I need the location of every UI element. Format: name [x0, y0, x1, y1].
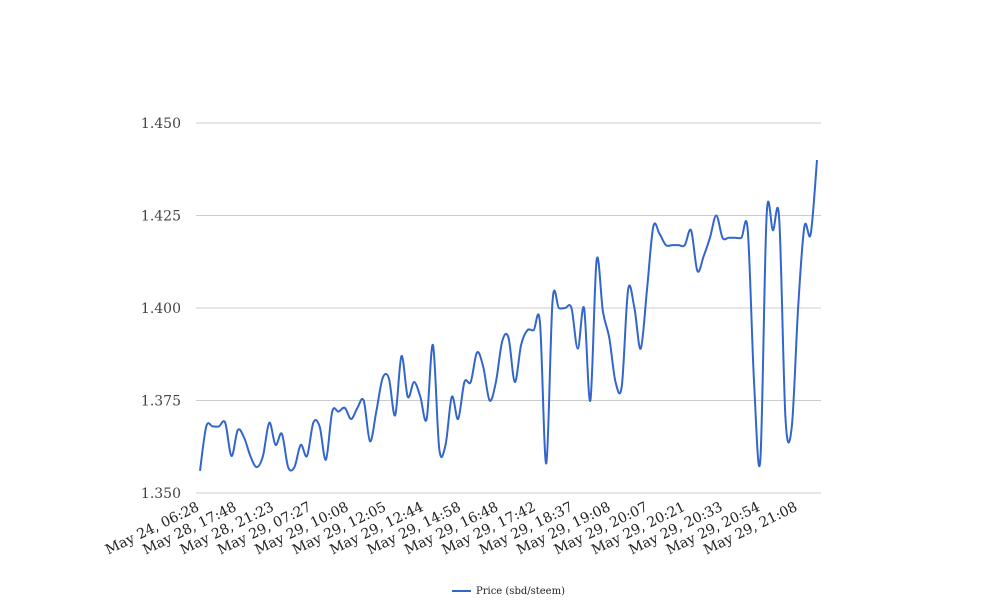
y-tick-label: 1.400: [141, 301, 181, 317]
y-tick-label: 1.425: [141, 209, 181, 225]
y-axis-tick-labels: 1.350 1.375 1.400 1.425 1.450: [141, 116, 181, 502]
series-line-price: [199, 159, 818, 472]
legend: Price (sbd/steem): [452, 586, 565, 597]
legend-label-price: Price (sbd/steem): [476, 586, 565, 597]
y-tick-label: 1.350: [141, 486, 181, 502]
series-layer: [199, 159, 818, 472]
y-tick-label: 1.450: [141, 116, 181, 132]
y-tick-label: 1.375: [141, 394, 181, 410]
gridlines: [196, 122, 821, 494]
